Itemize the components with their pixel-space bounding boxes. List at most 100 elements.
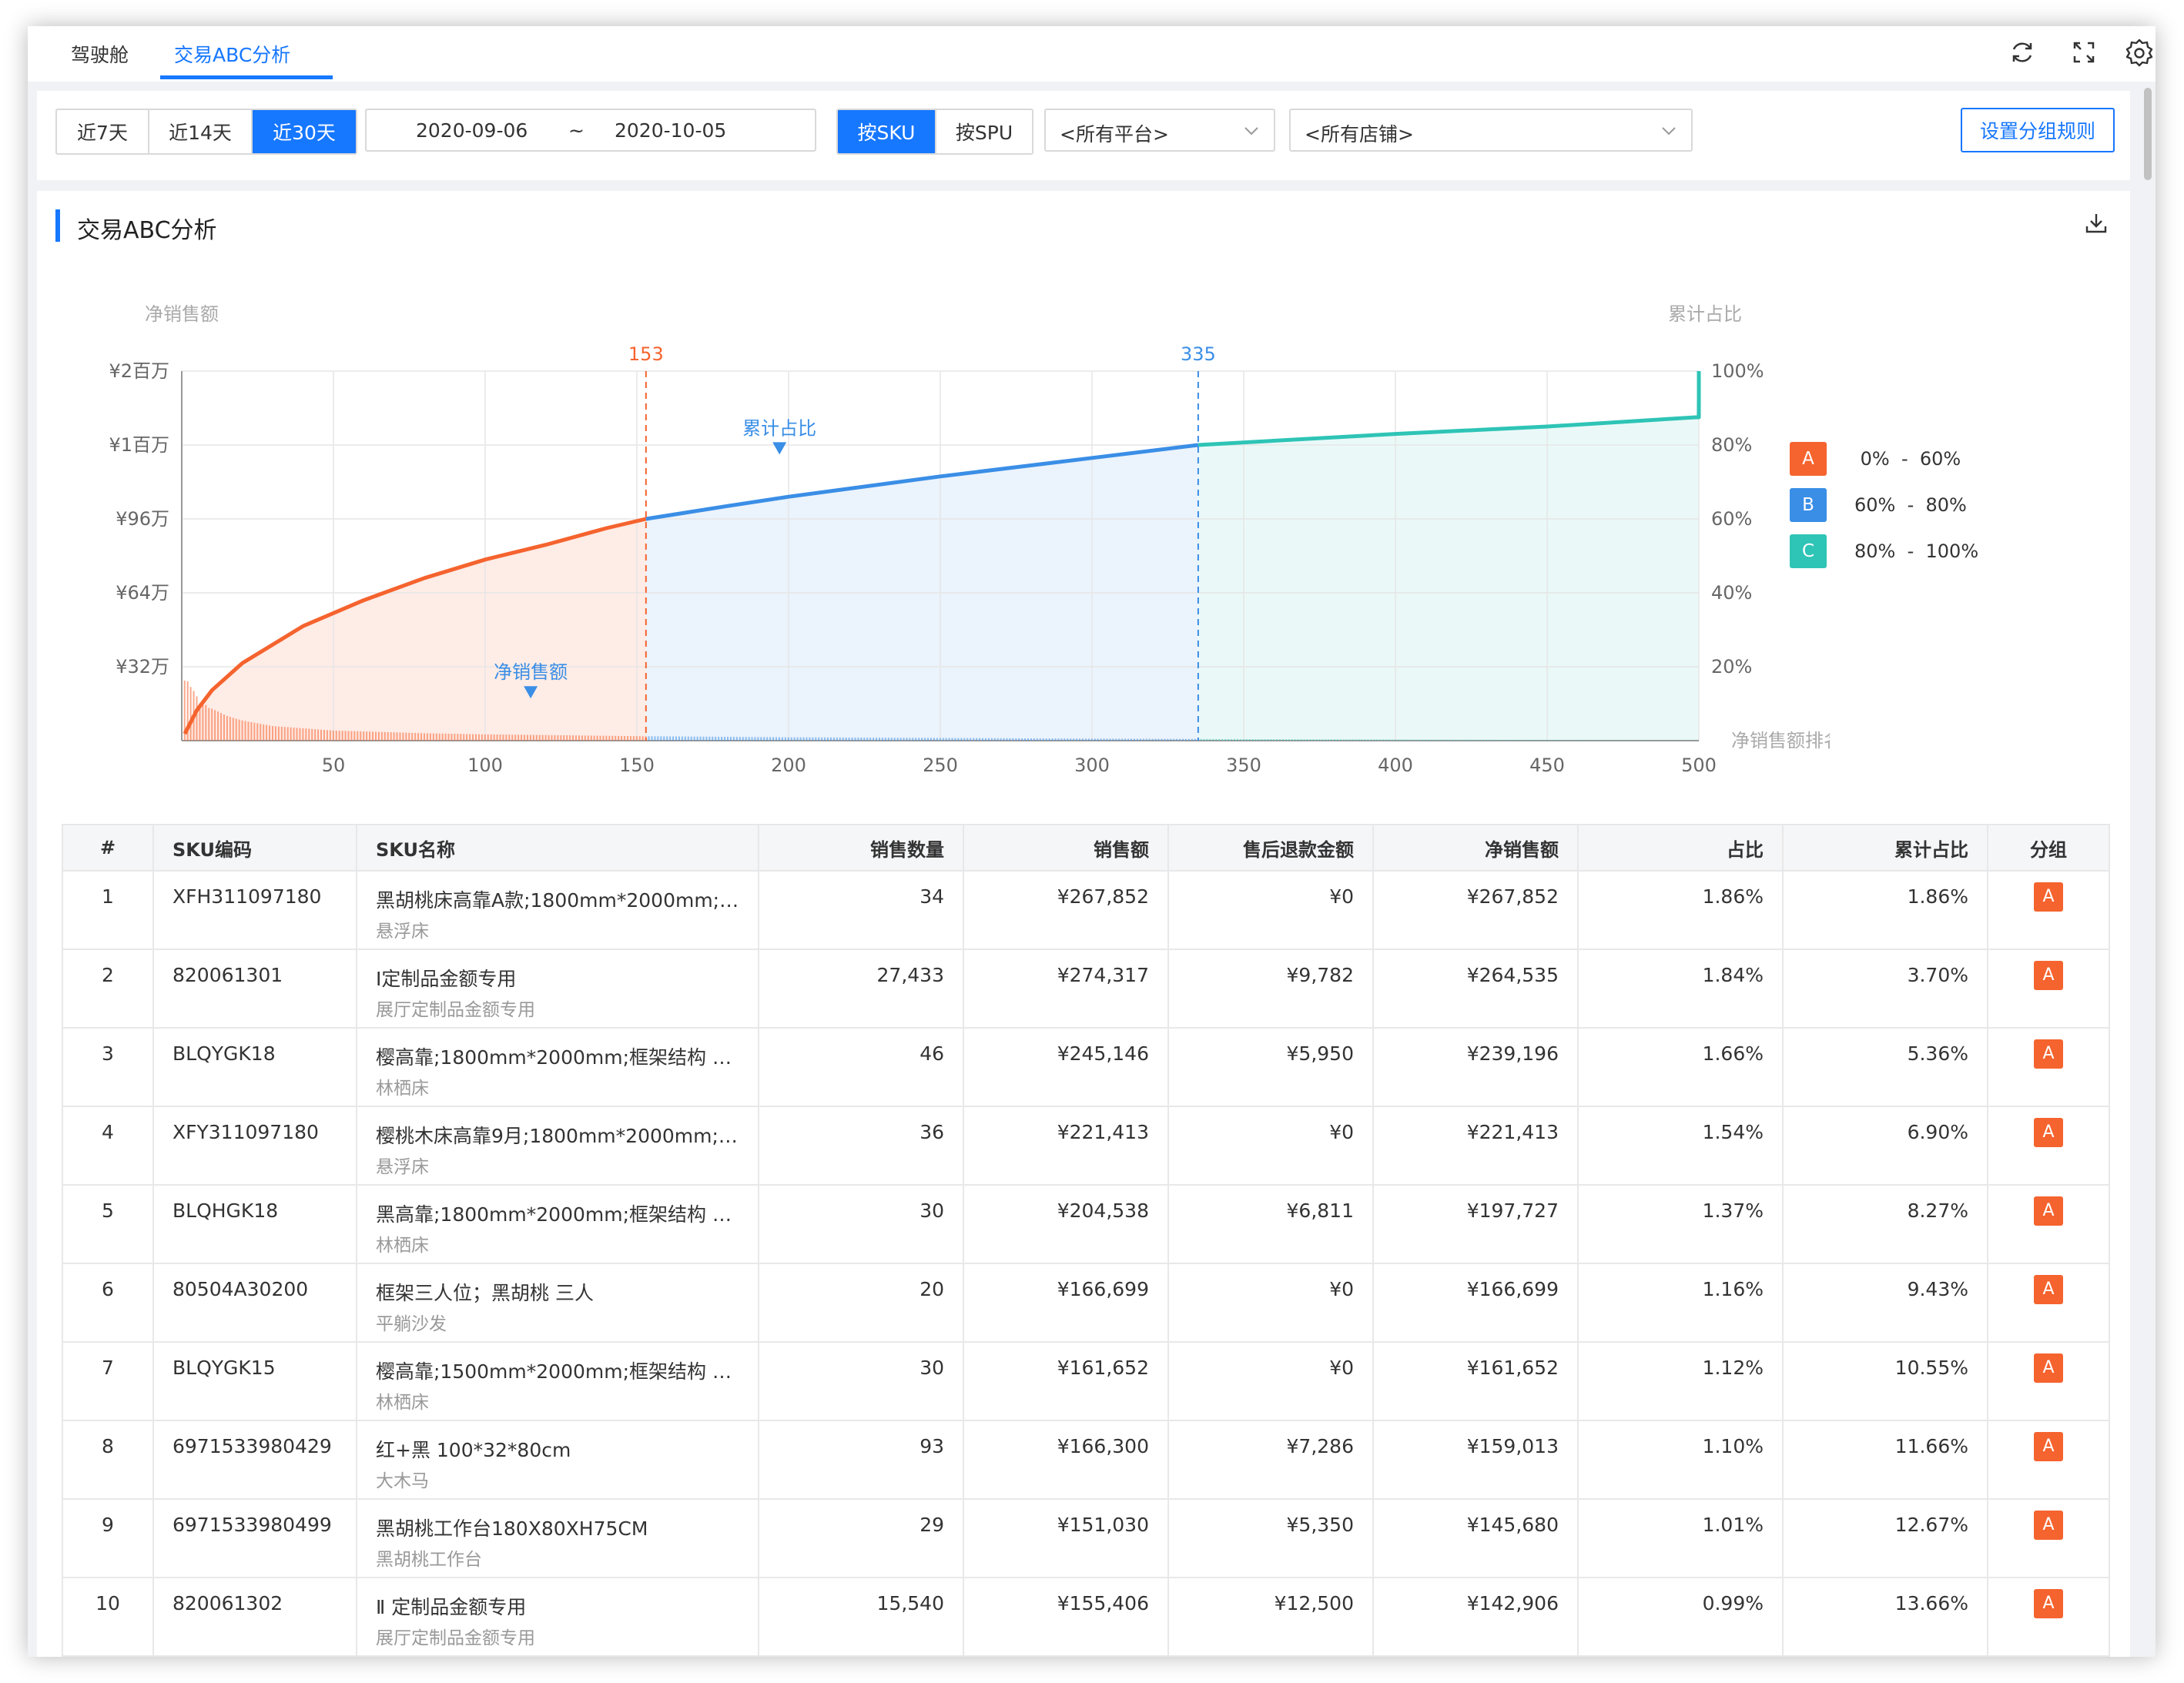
sales-bar — [708, 736, 711, 741]
table-row[interactable]: 1 XFH311097180 黑胡桃床高靠A款;1800mm*2000mm;框...… — [62, 870, 2110, 950]
col-header-qty[interactable]: 销售数量 — [758, 824, 964, 872]
sales-bar — [1579, 740, 1582, 741]
sales-bar — [1318, 739, 1321, 741]
sales-bar — [584, 735, 586, 741]
sales-bar — [1415, 739, 1418, 741]
table-row[interactable]: 4 XFY311097180 樱桃木床高靠9月;1800mm*2000mm;框...… — [62, 1106, 2110, 1186]
by-spu-button[interactable]: 按SPU — [955, 122, 1013, 144]
group-badge: A — [2034, 1432, 2063, 1461]
sales-bar — [563, 735, 565, 741]
sales-bar — [1054, 738, 1057, 741]
sales-bar — [232, 718, 234, 741]
sales-bar — [1355, 739, 1357, 741]
cell-qty: 93 — [758, 1420, 964, 1500]
sales-bar — [715, 736, 717, 741]
col-header-cum-share[interactable]: 累计占比 — [1782, 824, 1988, 872]
sales-bar — [624, 735, 626, 741]
sales-bar — [848, 737, 850, 741]
cell-sku-name: Ⅱ 定制品金额专用 展厅定制品金额专用 — [356, 1577, 759, 1657]
date-range-buttons: 近7天 近14天 近30天 — [55, 109, 357, 155]
sales-bar — [535, 734, 538, 741]
col-header-share[interactable]: 占比 — [1577, 824, 1784, 872]
date-range-picker[interactable]: 2020-09-06 ~ 2020-10-05 — [365, 109, 816, 152]
table-row[interactable]: 5 BLQHGK18 黑高靠;1800mm*2000mm;框架结构 180 林栖床 30… — [62, 1184, 2110, 1264]
sales-bar — [1012, 738, 1014, 741]
sales-bar — [608, 735, 611, 741]
download-icon[interactable] — [2084, 211, 2109, 236]
table-row[interactable]: 7 BLQYGK15 樱高靠;1500mm*2000mm;框架结构 150 林栖床 30… — [62, 1341, 2110, 1421]
x-tick-label: 450 — [1529, 755, 1565, 776]
cumulative-line-a — [183, 517, 647, 735]
sales-bar — [477, 734, 480, 741]
col-header-net-sales[interactable]: 净销售额 — [1372, 824, 1579, 872]
table-row[interactable]: 8 6971533980429 红+黑 100*32*80cm 大木马 93 ¥166,3… — [62, 1420, 2110, 1500]
sales-bar — [320, 729, 323, 741]
cell-share: 1.10% — [1577, 1420, 1784, 1500]
cell-qty: 30 — [758, 1184, 964, 1264]
cumulative-line-b — [645, 443, 1199, 521]
sales-bar — [1142, 738, 1144, 741]
sales-bar — [1616, 740, 1618, 741]
sales-bar — [1182, 738, 1184, 741]
sales-bar — [280, 726, 283, 741]
date-end[interactable]: 2020-10-05 — [615, 119, 727, 142]
sales-bar — [1412, 739, 1415, 741]
sales-bar — [1452, 739, 1454, 741]
sales-bar — [521, 734, 523, 741]
cell-sales: ¥267,852 — [963, 870, 1169, 950]
sales-bar — [1021, 738, 1023, 741]
table-row[interactable]: 10 820061302 Ⅱ 定制品金额专用 展厅定制品金额专用 15,540 ¥155,… — [62, 1577, 2110, 1657]
col-header-refund[interactable]: 售后退款金额 — [1167, 824, 1374, 872]
sales-bar — [1248, 738, 1251, 741]
cell-qty: 27,433 — [758, 949, 964, 1029]
sales-bar — [973, 738, 975, 741]
col-header-sales[interactable]: 销售额 — [963, 824, 1169, 872]
table-row[interactable]: 6 80504A30200 框架三人位；黑胡桃 三人 平躺沙发 20 ¥166,699 ¥0… — [62, 1263, 2110, 1343]
set-group-rule-button[interactable]: 设置分组规则 — [1961, 108, 2115, 152]
sales-bar — [575, 735, 577, 741]
refresh-icon[interactable] — [2007, 37, 2038, 68]
sales-bar — [283, 727, 286, 741]
chevron-down-icon — [1662, 127, 1676, 136]
sales-bar — [1179, 738, 1181, 741]
sales-bar — [1100, 738, 1102, 741]
date-start[interactable]: 2020-09-06 — [416, 119, 528, 142]
legend-range-c: 80% - 100% — [1854, 540, 1979, 562]
cell-share: 1.01% — [1577, 1498, 1784, 1578]
sales-bar — [796, 737, 799, 741]
platform-select[interactable]: <所有平台> — [1044, 109, 1275, 152]
sales-bar — [915, 738, 917, 741]
sales-bar — [724, 737, 726, 741]
sales-bar — [544, 734, 547, 741]
tab-abc-analysis[interactable]: 交易ABC分析 — [174, 44, 291, 66]
sales-bar — [1285, 739, 1287, 741]
store-select[interactable]: <所有店铺> — [1289, 109, 1693, 152]
sales-bar — [611, 735, 614, 741]
range-14d-button[interactable]: 近14天 — [149, 110, 253, 153]
tab-cockpit[interactable]: 驾驶舱 — [71, 44, 129, 66]
range-7d-button[interactable]: 近7天 — [57, 110, 149, 153]
table-row[interactable]: 3 BLQYGK18 樱高靠;1800mm*2000mm;框架结构 180 林栖床 46… — [62, 1027, 2110, 1107]
by-sku-button[interactable]: 按SKU — [838, 110, 936, 153]
sales-bar — [829, 737, 832, 741]
sales-bar — [1094, 738, 1096, 741]
sales-bar — [202, 704, 204, 741]
table-row[interactable]: 9 6971533980499 黑胡桃工作台180X80XH75CM 黑胡桃工作台 29… — [62, 1498, 2110, 1578]
sales-bar — [1306, 739, 1308, 741]
sales-bar — [1576, 740, 1579, 741]
cell-share: 1.12% — [1577, 1341, 1784, 1421]
settings-icon[interactable] — [2124, 37, 2155, 68]
cell-index: 6 — [62, 1263, 154, 1343]
scrollbar[interactable] — [2144, 88, 2152, 180]
sales-bar — [1606, 740, 1609, 741]
table-row[interactable]: 2 820061301 Ⅰ定制品金额专用 展厅定制品金额专用 27,433 ¥274,31… — [62, 949, 2110, 1029]
sales-bar — [474, 734, 477, 741]
cell-sku-code: XFH311097180 — [152, 870, 357, 950]
sales-bar — [672, 736, 675, 741]
range-30d-button[interactable]: 近30天 — [253, 110, 356, 153]
sales-bar — [244, 721, 246, 741]
cell-index: 10 — [62, 1577, 154, 1657]
sales-bar — [1536, 740, 1539, 741]
fullscreen-icon[interactable] — [2068, 37, 2099, 68]
cell-sku-code: XFY311097180 — [152, 1106, 357, 1186]
